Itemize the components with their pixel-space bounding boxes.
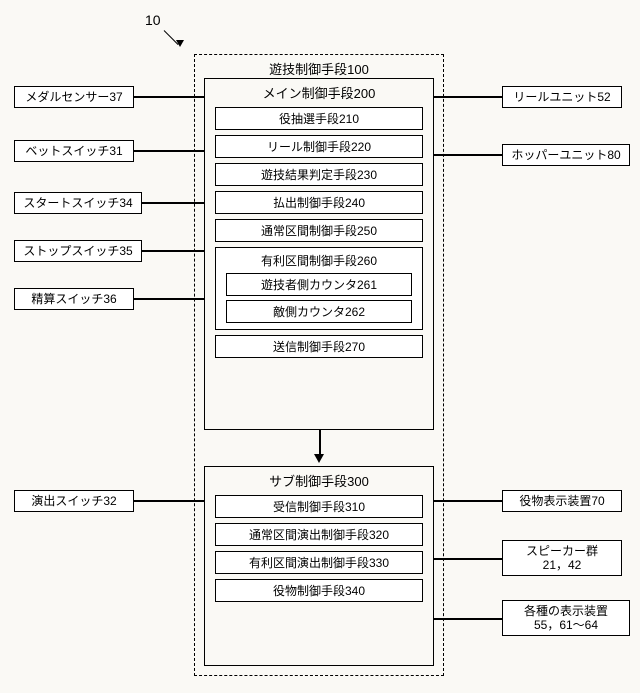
left-box-5: 演出スイッチ32	[14, 490, 134, 512]
advantage-zone-control: 有利区間制御手段260 遊技者側カウンタ261 敵側カウンタ262	[215, 247, 423, 330]
right-conn-1	[434, 154, 502, 156]
left-box-4: 精算スイッチ36	[14, 288, 134, 310]
right-conn-0	[434, 96, 502, 98]
advantage-inner-1: 敵側カウンタ262	[226, 300, 412, 323]
left-box-3: ストップスイッチ35	[14, 240, 142, 262]
main-tail-box: 送信制御手段270	[215, 335, 423, 358]
right-box-2: 役物表示装置70	[502, 490, 622, 512]
left-conn-5	[134, 500, 204, 502]
main-box-3: 払出制御手段240	[215, 191, 423, 214]
left-box-2: スタートスイッチ34	[14, 192, 142, 214]
left-conn-4	[134, 298, 204, 300]
left-conn-1	[134, 150, 204, 152]
sub-box-0: 受信制御手段310	[215, 495, 423, 518]
right-box-0: リールユニット52	[502, 86, 622, 108]
left-box-0: メダルセンサー37	[14, 86, 134, 108]
right-conn-2	[434, 500, 502, 502]
right-box-3: スピーカー群 21，42	[502, 540, 622, 576]
left-conn-2	[142, 202, 204, 204]
right-conn-4	[434, 618, 502, 620]
arrow-main-sub-line	[319, 430, 321, 456]
main-box-2: 遊技結果判定手段230	[215, 163, 423, 186]
left-conn-0	[134, 96, 204, 98]
right-box-4: 各種の表示装置 55，61～64	[502, 600, 630, 636]
left-conn-3	[142, 250, 204, 252]
game-control-title: 遊技制御手段100	[195, 59, 443, 78]
main-control-title: メイン制御手段200	[205, 83, 433, 102]
advantage-zone-title: 有利区間制御手段260	[216, 252, 422, 269]
main-box-4: 通常区間制御手段250	[215, 219, 423, 242]
main-box-0: 役抽選手段210	[215, 107, 423, 130]
figure-arrow	[160, 22, 190, 52]
sub-box-3: 役物制御手段340	[215, 579, 423, 602]
right-conn-3	[434, 558, 502, 560]
figure-label: 10	[145, 12, 161, 28]
arrow-main-sub-head	[314, 454, 324, 463]
sub-box-2: 有利区間演出制御手段330	[215, 551, 423, 574]
advantage-inner-0: 遊技者側カウンタ261	[226, 273, 412, 296]
sub-box-1: 通常区間演出制御手段320	[215, 523, 423, 546]
right-box-1: ホッパーユニット80	[502, 144, 630, 166]
sub-control-means: サブ制御手段300 受信制御手段310 通常区間演出制御手段320 有利区間演出制御手…	[204, 466, 434, 666]
sub-control-title: サブ制御手段300	[205, 471, 433, 490]
main-box-1: リール制御手段220	[215, 135, 423, 158]
main-control-means: メイン制御手段200 役抽選手段210 リール制御手段220 遊技結果判定手段230 払…	[204, 78, 434, 430]
left-box-1: ベットスイッチ31	[14, 140, 134, 162]
